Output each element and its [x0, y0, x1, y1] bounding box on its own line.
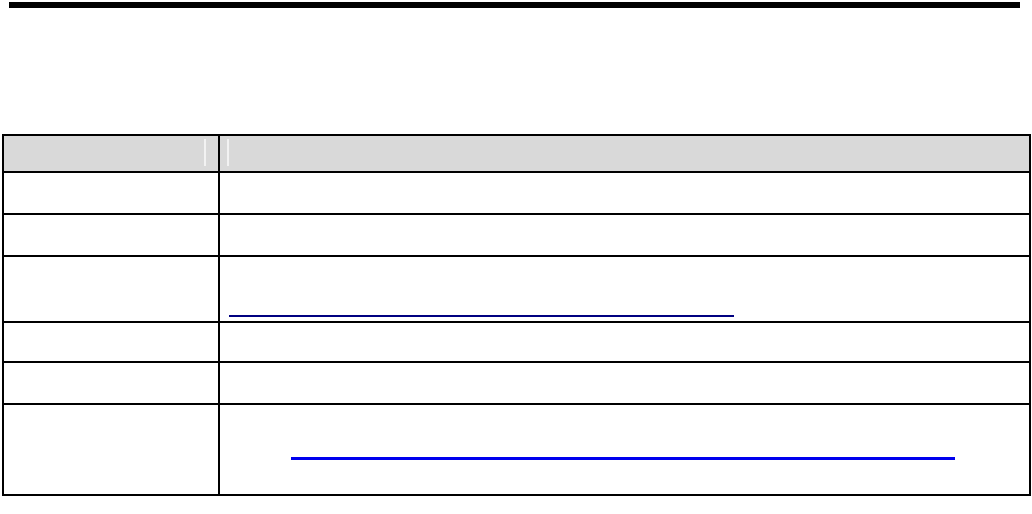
table-row — [2, 255, 1031, 323]
cell-value — [218, 213, 1031, 257]
table-row — [2, 403, 1031, 496]
hyperlink-underline-blue[interactable] — [291, 457, 955, 460]
cell-value — [218, 321, 1031, 363]
cell-value — [218, 171, 1031, 215]
table-row — [2, 361, 1031, 405]
cell-value — [218, 361, 1031, 405]
cell-label — [2, 321, 220, 363]
header-notch-right — [227, 139, 229, 166]
document-table — [2, 134, 1031, 496]
header-notch-left — [204, 139, 206, 166]
cell-label — [2, 255, 220, 323]
cell-label — [2, 403, 220, 496]
hyperlink-underline-navy[interactable] — [229, 315, 734, 317]
header-cell-right — [218, 134, 1031, 173]
cell-label — [2, 171, 220, 215]
table-row — [2, 321, 1031, 363]
cell-value — [218, 255, 1031, 323]
table-row — [2, 171, 1031, 215]
header-cell-left — [2, 134, 220, 173]
table-row — [2, 213, 1031, 257]
table-header-row — [2, 134, 1031, 173]
cell-value — [218, 403, 1031, 496]
cell-label — [2, 361, 220, 405]
page-header-rule — [9, 2, 1020, 8]
cell-label — [2, 213, 220, 257]
